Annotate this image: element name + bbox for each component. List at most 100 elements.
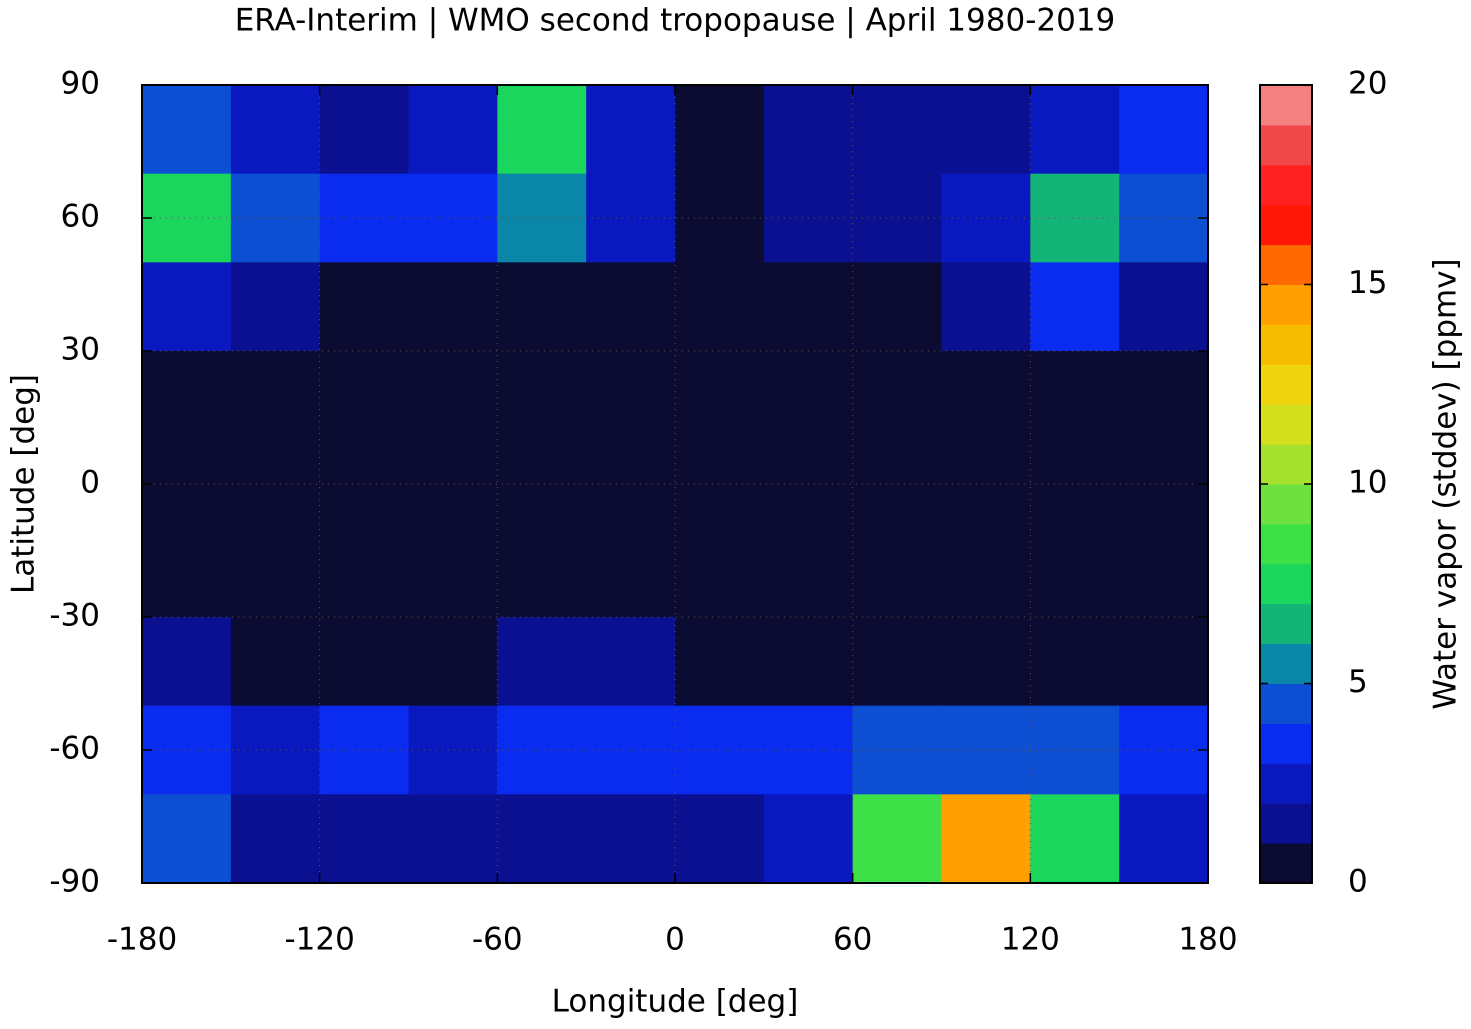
colorbar-swatch bbox=[1260, 444, 1312, 485]
heatmap-cell bbox=[1030, 173, 1120, 263]
heatmap-cell bbox=[1119, 439, 1209, 529]
heatmap-cell bbox=[763, 617, 854, 707]
heatmap-cell bbox=[408, 173, 498, 263]
colorbar-swatch bbox=[1260, 803, 1312, 844]
colorbar-swatch bbox=[1260, 643, 1312, 684]
heatmap-cell bbox=[852, 85, 942, 175]
heatmap-cell bbox=[852, 439, 942, 529]
heatmap-cell bbox=[941, 705, 1031, 795]
heatmap-cell bbox=[763, 794, 854, 884]
colorbar-swatch bbox=[1260, 843, 1312, 884]
heatmap-cell bbox=[941, 173, 1031, 263]
heatmap-cell bbox=[586, 528, 676, 618]
heatmap-cell bbox=[408, 705, 498, 795]
heatmap-cell bbox=[230, 617, 321, 707]
colorbar-tick-label: 20 bbox=[1348, 66, 1387, 102]
colorbar-swatch bbox=[1260, 164, 1312, 206]
heatmap-cell bbox=[1119, 351, 1209, 441]
y-tick-label: -30 bbox=[49, 598, 100, 634]
heatmap-cell bbox=[1030, 794, 1120, 884]
colorbar-swatch bbox=[1260, 364, 1312, 405]
colorbar-swatch bbox=[1260, 603, 1312, 645]
heatmap-cell bbox=[852, 173, 942, 263]
heatmap-cell bbox=[230, 85, 321, 175]
heatmap-cell bbox=[497, 173, 587, 263]
x-tick-label: 120 bbox=[1001, 922, 1060, 958]
heatmap-cell bbox=[941, 617, 1031, 707]
x-tick-label: 60 bbox=[833, 922, 872, 958]
heatmap-cell bbox=[497, 617, 587, 707]
heatmap-cell bbox=[408, 439, 498, 529]
colorbar-swatch bbox=[1260, 324, 1312, 365]
heatmap-cell bbox=[675, 351, 765, 441]
heatmap-cell bbox=[1119, 794, 1209, 884]
heatmap-cell bbox=[408, 262, 498, 352]
colorbar-swatch bbox=[1260, 763, 1312, 804]
heatmap-cell bbox=[230, 794, 321, 884]
heatmap-cell bbox=[142, 439, 232, 529]
heatmap-cell bbox=[852, 262, 942, 352]
y-tick-label: 90 bbox=[61, 66, 100, 102]
heatmap-cell bbox=[408, 85, 498, 175]
colorbar-swatch bbox=[1260, 683, 1312, 724]
heatmap-cell bbox=[1030, 85, 1120, 175]
colorbar-tick-label: 5 bbox=[1348, 664, 1368, 700]
heatmap-cell bbox=[142, 85, 232, 175]
heatmap-cell bbox=[763, 351, 854, 441]
heatmap-cell bbox=[497, 528, 587, 618]
heatmap-cell bbox=[1119, 617, 1209, 707]
heatmap-cell bbox=[586, 351, 676, 441]
colorbar-swatch bbox=[1260, 85, 1312, 126]
plot-frame bbox=[141, 84, 1209, 884]
heatmap-cell bbox=[497, 794, 587, 884]
heatmap-cell bbox=[586, 705, 676, 795]
colorbar-swatch bbox=[1260, 523, 1312, 565]
heatmap-cell bbox=[230, 173, 321, 263]
colorbar-swatch bbox=[1260, 204, 1312, 246]
heatmap-cell bbox=[852, 705, 942, 795]
heatmap-cell bbox=[941, 262, 1031, 352]
colorbar-frame bbox=[1259, 84, 1313, 884]
heatmap-cell bbox=[675, 173, 765, 263]
heatmap-cell bbox=[1119, 528, 1209, 618]
heatmap-cell bbox=[319, 528, 409, 618]
heatmap-cell bbox=[497, 262, 587, 352]
heatmap-cell bbox=[1030, 617, 1120, 707]
heatmap-cell bbox=[941, 439, 1031, 529]
heatmap-cell bbox=[586, 85, 676, 175]
chart-title: ERA-Interim | WMO second tropopause | Ap… bbox=[235, 3, 1116, 39]
heatmap-cell bbox=[1119, 262, 1209, 352]
heatmap-cell bbox=[230, 439, 321, 529]
colorbar-tick-label: 15 bbox=[1348, 265, 1387, 301]
heatmap-cell bbox=[408, 351, 498, 441]
heatmap-cell bbox=[941, 528, 1031, 618]
colorbar-tick-label: 0 bbox=[1348, 864, 1368, 900]
heatmap-cell bbox=[586, 794, 676, 884]
heatmap-cell bbox=[941, 85, 1031, 175]
heatmap-cell bbox=[675, 528, 765, 618]
y-tick-label: 30 bbox=[61, 332, 100, 368]
heatmap-cell bbox=[763, 85, 854, 175]
x-tick-label: -60 bbox=[472, 922, 523, 958]
heatmap-cell bbox=[497, 439, 587, 529]
heatmap-cell bbox=[408, 617, 498, 707]
colorbar-label: Water vapor (stddev) [ppmv] bbox=[1428, 258, 1464, 709]
heatmap-cell bbox=[1030, 439, 1120, 529]
heatmap-cell bbox=[497, 705, 587, 795]
heatmap-cell bbox=[142, 351, 232, 441]
heatmap-cell bbox=[319, 794, 409, 884]
colorbar-swatch bbox=[1260, 244, 1312, 285]
y-tick-label: 0 bbox=[80, 465, 100, 501]
heatmap-cell bbox=[675, 439, 765, 529]
heatmap-cell bbox=[230, 262, 321, 352]
heatmap-cell bbox=[1119, 705, 1209, 795]
heatmap-cell bbox=[230, 528, 321, 618]
colorbar-swatch bbox=[1260, 723, 1312, 764]
heatmap-cell bbox=[586, 262, 676, 352]
heatmap-cell bbox=[408, 528, 498, 618]
heatmap-cell bbox=[852, 617, 942, 707]
x-axis-label: Longitude [deg] bbox=[552, 984, 799, 1020]
heatmap-cell bbox=[675, 262, 765, 352]
heatmap-cell bbox=[763, 528, 854, 618]
heatmap-cell bbox=[852, 351, 942, 441]
